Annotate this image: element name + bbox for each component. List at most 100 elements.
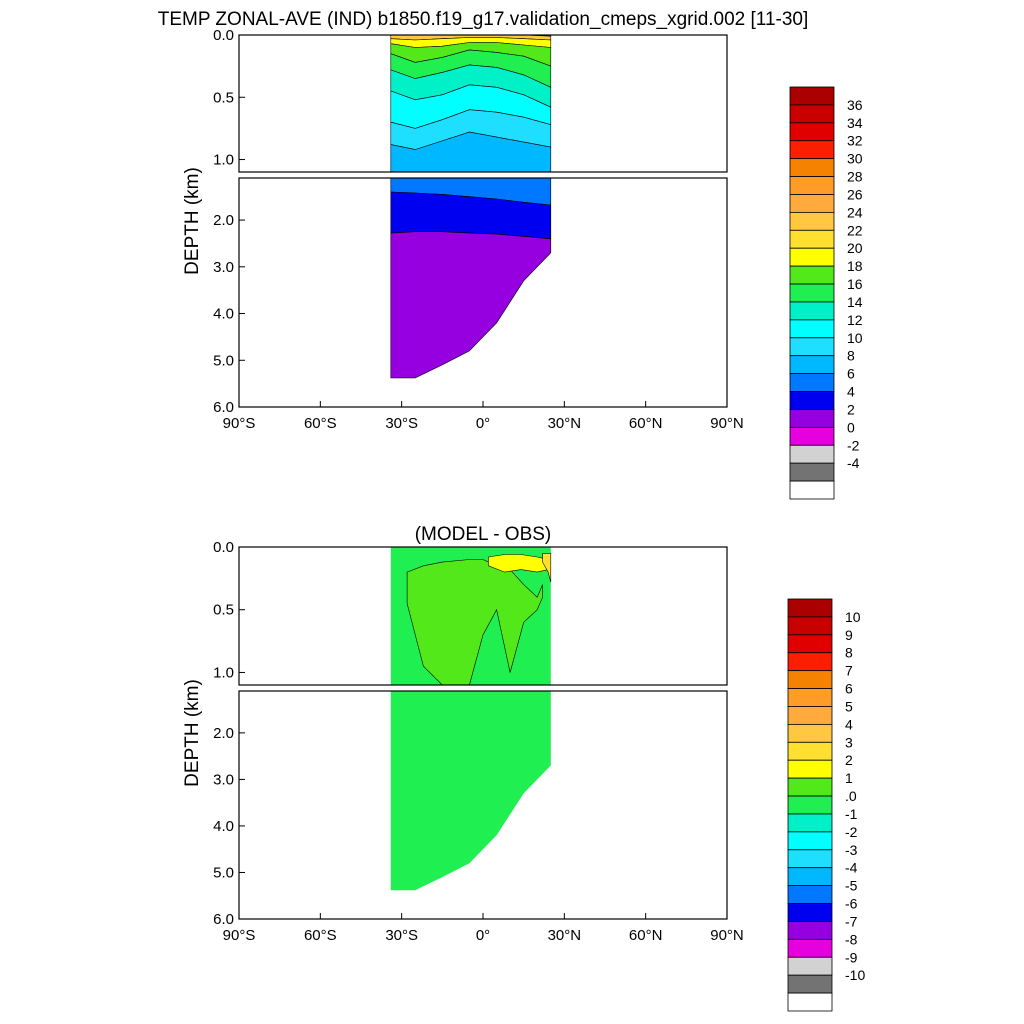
colorbar-label: 22 [847, 222, 863, 238]
colorbar-box [789, 86, 835, 106]
contour-band [390, 131, 552, 172]
x-tick-label: 30°S [385, 415, 418, 432]
colorbar-label: 10 [845, 609, 861, 625]
x-tick-label: 60°S [304, 927, 337, 944]
y-tick-label: 0.5 [213, 602, 234, 619]
colorbar-box [789, 319, 835, 339]
colorbar-box [789, 480, 835, 500]
colorbar-label: 18 [847, 258, 863, 274]
chart-title: (MODEL - OBS) [415, 524, 552, 545]
colorbar-label: 0 [847, 419, 855, 435]
colorbar-box [787, 903, 833, 922]
colorbar-label: 8 [847, 348, 855, 364]
colorbar-box [787, 849, 833, 869]
colorbar-box [787, 741, 833, 761]
colorbar-label: 14 [847, 294, 863, 310]
colorbar-label: 6 [847, 366, 855, 382]
colorbar-box [789, 176, 835, 195]
colorbar-box [787, 974, 833, 994]
colorbar-label: 2 [845, 752, 853, 768]
colorbar-box [787, 938, 833, 958]
colorbar-box [787, 634, 833, 654]
x-tick-label: 30°N [548, 415, 582, 432]
colorbar-label: -1 [845, 806, 858, 822]
colorbar-label: -2 [847, 437, 860, 453]
colorbar-label: 36 [847, 97, 863, 113]
colorbar-label: -4 [845, 860, 858, 876]
colorbar-label: 30 [847, 151, 863, 167]
x-tick-label: 60°N [629, 415, 663, 432]
difference-base-field [390, 691, 551, 891]
y-tick-label: 0.0 [213, 539, 234, 556]
colorbar-label: 28 [847, 169, 863, 185]
colorbar-label: 10 [847, 330, 863, 346]
upper-panel-frame [238, 546, 728, 686]
colorbar-box [789, 122, 835, 142]
lower-panel-fill [390, 178, 552, 379]
difference-region [406, 559, 543, 685]
colorbar-label: -8 [845, 931, 858, 947]
x-tick-label: 60°N [629, 927, 663, 944]
colorbar-box [787, 992, 833, 1012]
x-tick-label: 90°N [710, 927, 744, 944]
colorbar-box [789, 426, 835, 446]
colorbar-label: 9 [845, 627, 853, 643]
x-tick-label: 0° [476, 415, 490, 432]
y-tick-label: 1.0 [213, 664, 234, 681]
difference-colorbar: 10 9 8 7 65 4 3 2 1 .0 -1 -2 -3 -4 -5 -6-7 -8 -9 -10 [787, 598, 865, 1012]
colorbar-box [789, 444, 835, 464]
colorbar-box [789, 104, 835, 124]
y-tick-label: 2.0 [213, 212, 234, 229]
temperature-plot: 90°S 60°S 30°S 0° 30°N 60°N 90°N 0.0 0.5 1.0 2.0 3.… [182, 27, 744, 432]
x-tick-label: 90°S [223, 927, 256, 944]
x-tick-label: 90°N [710, 415, 744, 432]
colorbar-box [787, 885, 833, 904]
colorbar-box [787, 831, 833, 851]
colorbar-label: -7 [845, 913, 858, 929]
colorbar-box [789, 194, 835, 213]
colorbar-box [787, 652, 833, 672]
colorbar-box [789, 337, 835, 357]
colorbar-label: 4 [845, 716, 853, 732]
colorbar-box [789, 283, 835, 303]
y-tick-label: 6.0 [213, 911, 234, 928]
y-tick-label: 4.0 [213, 818, 234, 835]
y-tick-label: 5.0 [213, 864, 234, 881]
colorbar-box [789, 373, 835, 392]
colorbar-box [789, 229, 835, 249]
difference-region [542, 553, 552, 583]
colorbar-label: 32 [847, 133, 863, 149]
colorbar-label: 7 [845, 663, 853, 679]
y-tick-label: 6.0 [213, 399, 234, 416]
colorbar-box [789, 462, 835, 482]
y-tick-label: 4.0 [213, 306, 234, 323]
colorbar-box [787, 867, 833, 887]
x-tick-label: 60°S [304, 415, 337, 432]
colorbar-label: .0 [845, 788, 857, 804]
x-tick-label: 0° [476, 927, 490, 944]
y-tick-label: 3.0 [213, 771, 234, 788]
colorbar-label: -10 [845, 967, 865, 983]
colorbar-box [789, 265, 835, 285]
colorbar-label: -9 [845, 949, 858, 965]
x-tick-label: 30°N [548, 927, 582, 944]
figure-title: TEMP ZONAL-AVE (IND) b1850.f19_g17.valid… [158, 9, 809, 30]
upper-panel-fill [390, 35, 552, 172]
colorbar-box [787, 813, 833, 833]
colorbar-label: 5 [845, 698, 853, 714]
y-tick-label: 5.0 [213, 352, 234, 369]
colorbar-label: -3 [845, 842, 858, 858]
colorbar-label: 2 [847, 401, 855, 417]
colorbar-label: 34 [847, 115, 863, 131]
colorbar-box [789, 140, 835, 160]
colorbar-box [787, 688, 833, 707]
difference-region [488, 554, 549, 573]
colorbar-box [789, 158, 835, 177]
colorbar-label: 26 [847, 186, 863, 202]
colorbar-label: -5 [845, 878, 858, 894]
colorbar-label: 16 [847, 276, 863, 292]
colorbar-label: -4 [847, 455, 860, 471]
x-tick-label: 30°S [385, 927, 418, 944]
colorbar-box [787, 723, 833, 743]
